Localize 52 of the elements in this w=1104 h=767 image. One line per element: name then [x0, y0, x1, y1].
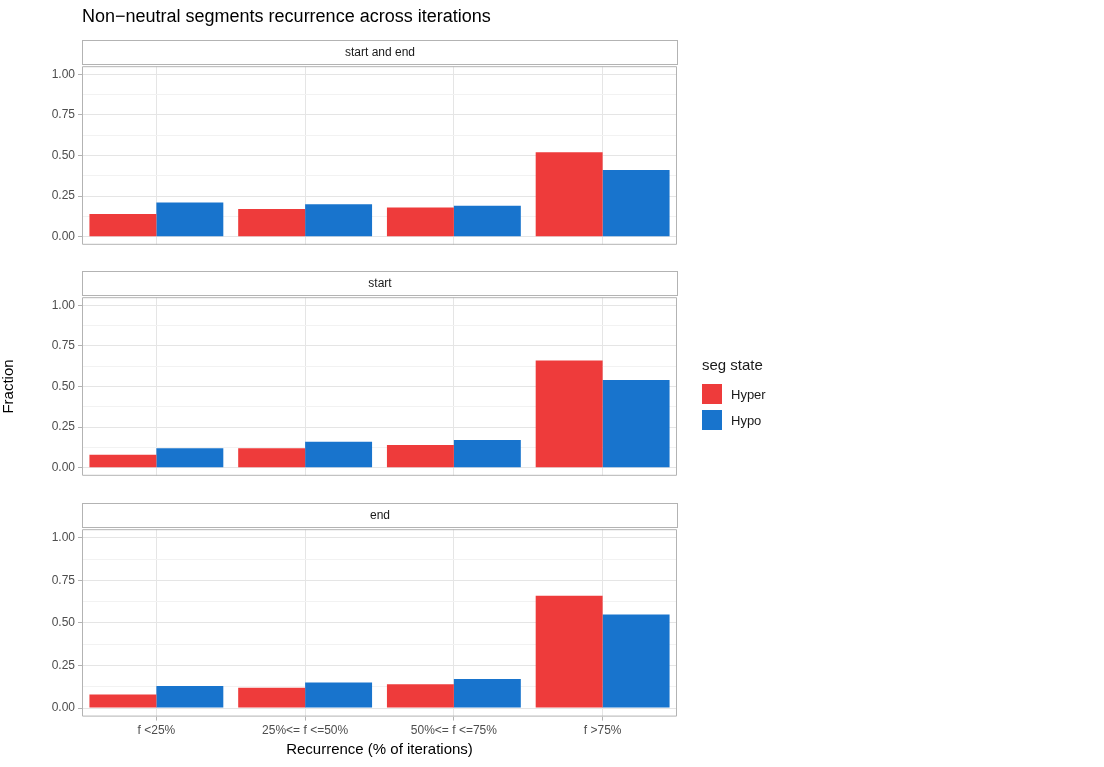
- y-tick-label: 0.50: [51, 615, 76, 630]
- bar: [238, 448, 306, 468]
- bar: [89, 213, 157, 237]
- bar: [386, 207, 454, 237]
- bar: [89, 694, 157, 708]
- y-tick-label: 0.25: [51, 419, 76, 434]
- y-tick-label: 0.75: [51, 572, 76, 587]
- bar: [535, 360, 603, 468]
- bar: [386, 444, 454, 468]
- y-tick-label: 0.00: [51, 228, 76, 243]
- bar: [238, 687, 306, 708]
- x-axis-title: Recurrence (% of iterations): [286, 740, 473, 758]
- y-tick-label: 1.00: [51, 530, 76, 545]
- y-axis-title: Fraction: [0, 359, 17, 414]
- x-tick-label: 50%<= f <=75%: [410, 723, 498, 738]
- chart-title: Non−neutral segments recurrence across iterations: [82, 6, 491, 27]
- chart-subtitle: start and end: [82, 40, 678, 65]
- x-tick-label: f >75%: [583, 723, 622, 738]
- x-tick-label: 25%<= f <=50%: [262, 723, 349, 738]
- bar: [386, 684, 454, 708]
- bar: [602, 380, 670, 468]
- bar: [89, 454, 157, 468]
- x-tick-label: f <25%: [137, 723, 176, 738]
- bar: [535, 152, 603, 237]
- bar: [602, 614, 670, 708]
- y-tick-label: 0.50: [51, 147, 76, 162]
- bar: [535, 595, 603, 708]
- legend-label: Hypo: [731, 412, 762, 428]
- bar: [453, 440, 521, 468]
- bar: [602, 170, 670, 237]
- y-tick-label: 0.50: [51, 378, 76, 393]
- bar: [238, 209, 306, 237]
- chart-subtitle: start: [82, 271, 678, 296]
- y-tick-label: 1.00: [51, 66, 76, 81]
- y-tick-label: 0.25: [51, 657, 76, 672]
- y-tick-label: 1.00: [51, 297, 76, 312]
- y-tick-label: 0.00: [51, 700, 76, 715]
- bar: [453, 679, 521, 708]
- y-tick-label: 0.00: [51, 459, 76, 474]
- bar: [156, 448, 224, 468]
- bar: [156, 685, 224, 708]
- y-tick-label: 0.75: [51, 338, 76, 353]
- y-tick-label: 0.75: [51, 107, 76, 122]
- chart-subtitle: end: [82, 503, 678, 528]
- legend-title: seg state: [702, 356, 764, 373]
- bar: [305, 441, 373, 468]
- bar: [453, 205, 521, 237]
- bar: [305, 204, 373, 237]
- legend-label: Hyper: [731, 386, 766, 402]
- bar: [305, 682, 373, 708]
- bar: [156, 202, 224, 237]
- y-tick-label: 0.25: [51, 188, 76, 203]
